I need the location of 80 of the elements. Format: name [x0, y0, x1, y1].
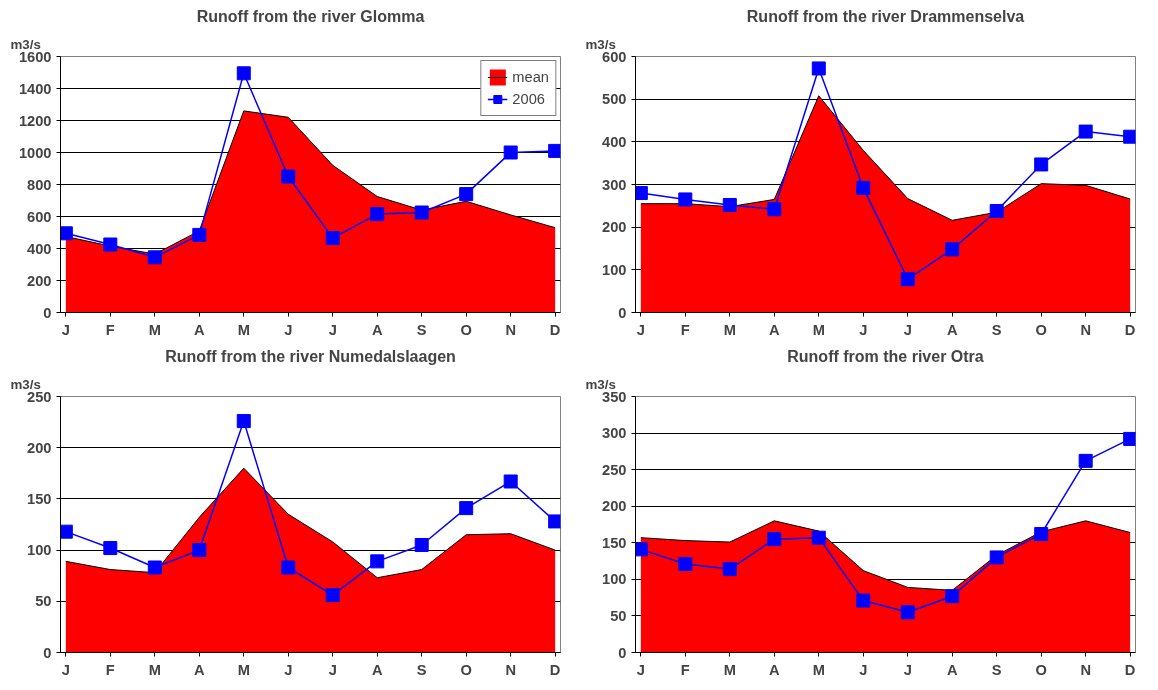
chart-title: Runoff from the river Glomma [196, 7, 425, 25]
x-tick-label: M [237, 321, 250, 338]
x-tick-label: S [991, 321, 1002, 338]
y-tick-label: 0 [43, 304, 52, 321]
y-tick-label: 150 [27, 490, 52, 507]
y-tick-label: 50 [35, 593, 52, 610]
x-tick-label: S [991, 661, 1002, 678]
x-tick-label: M [723, 321, 736, 338]
x-tick-label: J [284, 321, 293, 338]
x-tick-label: M [812, 321, 825, 338]
x-tick-label: A [194, 321, 205, 338]
x-tick-label: A [769, 661, 780, 678]
x-tick-label: D [549, 661, 561, 678]
x-tick-label: S [416, 321, 427, 338]
y-tick-label: 1400 [18, 80, 52, 97]
y-tick-label: 100 [602, 261, 627, 278]
y-tick-label: 400 [27, 240, 52, 257]
x-tick-label: F [105, 661, 115, 678]
x-tick-label: S [416, 661, 427, 678]
x-tick-label: M [237, 661, 250, 678]
x-tick-label: A [371, 321, 383, 338]
x-tick-label: A [371, 661, 383, 678]
y-tick-label: 100 [27, 542, 52, 559]
x-tick-label: A [769, 321, 780, 338]
x-tick-label: A [946, 321, 958, 338]
y-tick-label: 600 [27, 208, 52, 225]
x-tick-label: J [859, 661, 868, 678]
chart-title: Runoff from the river Otra [787, 347, 984, 365]
x-tick-label: N [505, 321, 516, 338]
y-tick-label: 250 [602, 461, 627, 478]
x-tick-label: F [680, 661, 690, 678]
y-tick-label: 50 [610, 607, 627, 624]
x-tick-label: D [1124, 661, 1136, 678]
x-tick-label: J [859, 321, 868, 338]
y-tick-label: 1200 [18, 112, 52, 129]
x-tick-label: O [460, 661, 472, 678]
y-tick-label: 200 [27, 439, 52, 456]
chart-title: Runoff from the river Numedalslaagen [165, 347, 456, 365]
y-tick-label: 0 [618, 304, 627, 321]
y-tick-label: 1000 [18, 144, 52, 161]
x-tick-label: J [636, 321, 645, 338]
y-tick-label: 400 [602, 133, 627, 150]
x-tick-label: M [148, 321, 161, 338]
y-tick-label: 200 [602, 219, 627, 236]
x-tick-label: O [1035, 321, 1047, 338]
x-tick-label: M [812, 661, 825, 678]
x-tick-label: A [194, 661, 205, 678]
y-tick-label: 300 [602, 425, 627, 442]
x-tick-label: J [61, 661, 70, 678]
y-tick-label: 800 [27, 176, 52, 193]
x-tick-label: O [1035, 661, 1047, 678]
legend-label: 2006 [512, 91, 545, 107]
x-tick-label: N [505, 661, 516, 678]
y-tick-label: 300 [602, 176, 627, 193]
x-tick-label: J [61, 321, 70, 338]
x-tick-label: N [1080, 661, 1091, 678]
legend-label: mean [512, 69, 549, 85]
x-tick-label: F [680, 321, 690, 338]
y-tick-label: 0 [43, 644, 52, 661]
y-tick-label: 200 [602, 498, 627, 515]
x-tick-label: O [460, 321, 472, 338]
x-tick-label: A [946, 661, 958, 678]
y-tick-label: 150 [602, 534, 627, 551]
x-tick-label: J [284, 661, 293, 678]
x-tick-label: J [903, 321, 912, 338]
x-tick-label: M [148, 661, 161, 678]
x-tick-label: J [328, 661, 337, 678]
chart-title: Runoff from the river Drammenselva [746, 7, 1025, 25]
x-tick-label: F [105, 321, 115, 338]
x-tick-label: J [903, 661, 912, 678]
y-tick-label: 500 [602, 91, 627, 108]
x-tick-label: N [1080, 321, 1091, 338]
y-tick-label: 100 [602, 571, 627, 588]
x-tick-label: M [723, 661, 736, 678]
y-tick-label: 0 [618, 644, 627, 661]
x-tick-label: D [1124, 321, 1136, 338]
x-tick-label: J [636, 661, 645, 678]
x-tick-label: D [549, 321, 561, 338]
y-tick-label: 200 [27, 272, 52, 289]
x-tick-label: J [328, 321, 337, 338]
